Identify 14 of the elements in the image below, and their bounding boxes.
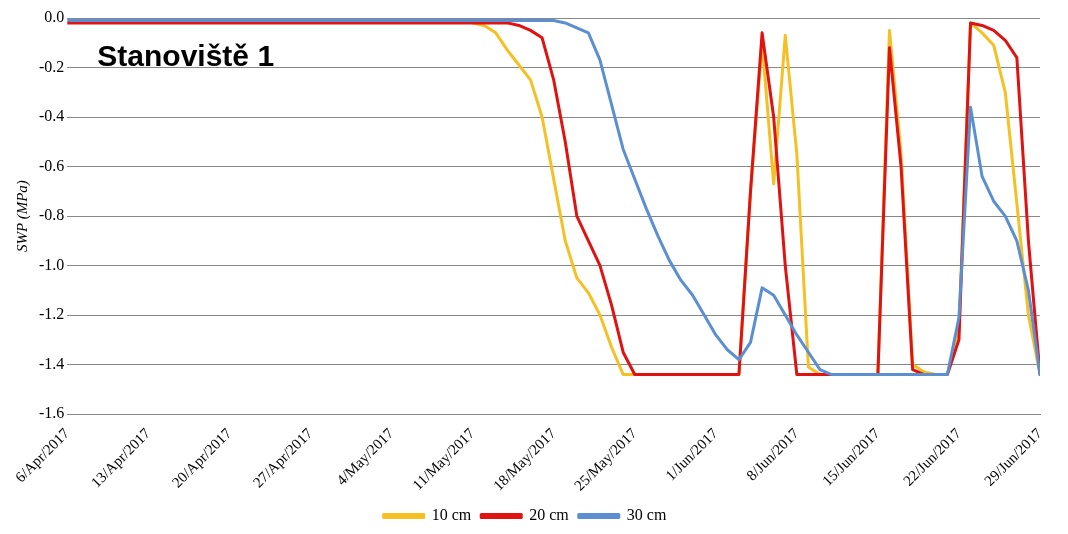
legend-label: 20 cm	[529, 506, 570, 524]
y-tick-label: 0.0	[44, 8, 65, 26]
y-tick-label: -0.2	[39, 57, 65, 75]
y-tick-label: -1.2	[39, 305, 65, 323]
legend-label: 10 cm	[431, 506, 472, 524]
y-tick-label: -1.0	[39, 255, 65, 273]
y-tick-label: -1.6	[39, 404, 65, 422]
y-tick-label: -1.4	[39, 354, 65, 372]
y-axis-title: SWP (MPa)	[13, 180, 31, 252]
y-tick-label: -0.4	[39, 107, 65, 125]
y-tick-label: -0.8	[39, 206, 65, 224]
text: Stanoviště 1	[97, 39, 275, 73]
y-tick-label: -0.6	[39, 156, 65, 174]
legend-label: 30 cm	[626, 506, 667, 524]
